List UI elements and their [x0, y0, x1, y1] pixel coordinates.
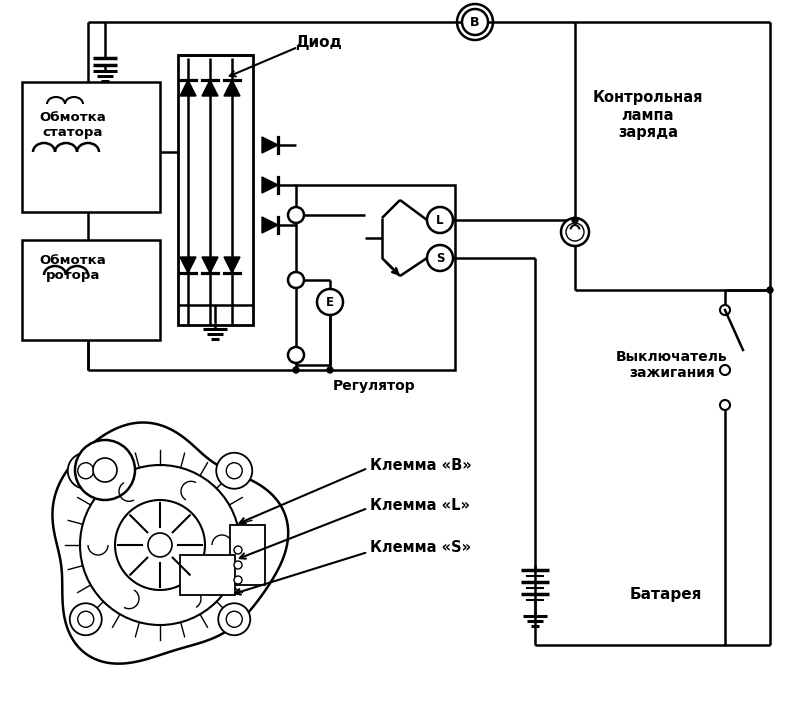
Text: E: E — [326, 296, 334, 308]
Polygon shape — [180, 80, 196, 96]
Circle shape — [327, 367, 333, 373]
Text: Выключатель
зажигания: Выключатель зажигания — [616, 350, 728, 380]
Circle shape — [572, 217, 578, 223]
Circle shape — [427, 245, 453, 271]
Circle shape — [427, 207, 453, 233]
Text: Обмотка
ротора: Обмотка ротора — [40, 254, 106, 282]
Polygon shape — [262, 177, 278, 193]
Text: Контрольная
лампа
заряда: Контрольная лампа заряда — [593, 90, 703, 140]
Circle shape — [566, 223, 584, 241]
Text: В: В — [470, 16, 480, 29]
Circle shape — [216, 453, 252, 489]
Polygon shape — [202, 257, 218, 273]
Text: Клемма «S»: Клемма «S» — [370, 541, 471, 556]
Circle shape — [767, 287, 773, 293]
Bar — [230, 525, 265, 585]
Text: Обмотка
статора: Обмотка статора — [40, 111, 106, 139]
Circle shape — [720, 400, 730, 410]
Circle shape — [720, 365, 730, 375]
Circle shape — [317, 289, 343, 315]
Circle shape — [68, 453, 104, 489]
Text: Батарея: Батарея — [630, 587, 702, 603]
Circle shape — [148, 533, 172, 557]
Circle shape — [288, 272, 304, 288]
Circle shape — [720, 305, 730, 315]
Bar — [180, 555, 235, 595]
Circle shape — [70, 603, 102, 636]
Circle shape — [462, 9, 488, 35]
Circle shape — [80, 465, 240, 625]
Text: S: S — [436, 252, 444, 265]
Circle shape — [234, 576, 242, 584]
Circle shape — [226, 463, 242, 479]
Text: Регулятор: Регулятор — [333, 379, 415, 393]
Circle shape — [78, 463, 94, 479]
Polygon shape — [53, 423, 288, 664]
Polygon shape — [202, 80, 218, 96]
Circle shape — [75, 440, 135, 500]
Circle shape — [561, 218, 589, 246]
Circle shape — [78, 611, 94, 627]
Text: L: L — [436, 214, 444, 226]
Text: Клемма «L»: Клемма «L» — [370, 498, 470, 513]
Polygon shape — [262, 137, 278, 153]
Circle shape — [293, 367, 299, 373]
Bar — [22, 82, 160, 212]
Circle shape — [226, 611, 242, 627]
Circle shape — [288, 207, 304, 223]
Bar — [22, 240, 160, 340]
Polygon shape — [262, 217, 278, 233]
Bar — [296, 185, 455, 370]
Text: Диод: Диод — [295, 35, 342, 50]
Circle shape — [234, 561, 242, 569]
Circle shape — [218, 603, 250, 636]
Circle shape — [234, 546, 242, 554]
Circle shape — [93, 458, 117, 482]
Polygon shape — [180, 257, 196, 273]
Circle shape — [288, 347, 304, 363]
Bar — [178, 55, 253, 325]
Polygon shape — [224, 80, 240, 96]
Polygon shape — [224, 257, 240, 273]
Text: Клемма «B»: Клемма «B» — [370, 457, 472, 472]
Circle shape — [115, 500, 205, 590]
